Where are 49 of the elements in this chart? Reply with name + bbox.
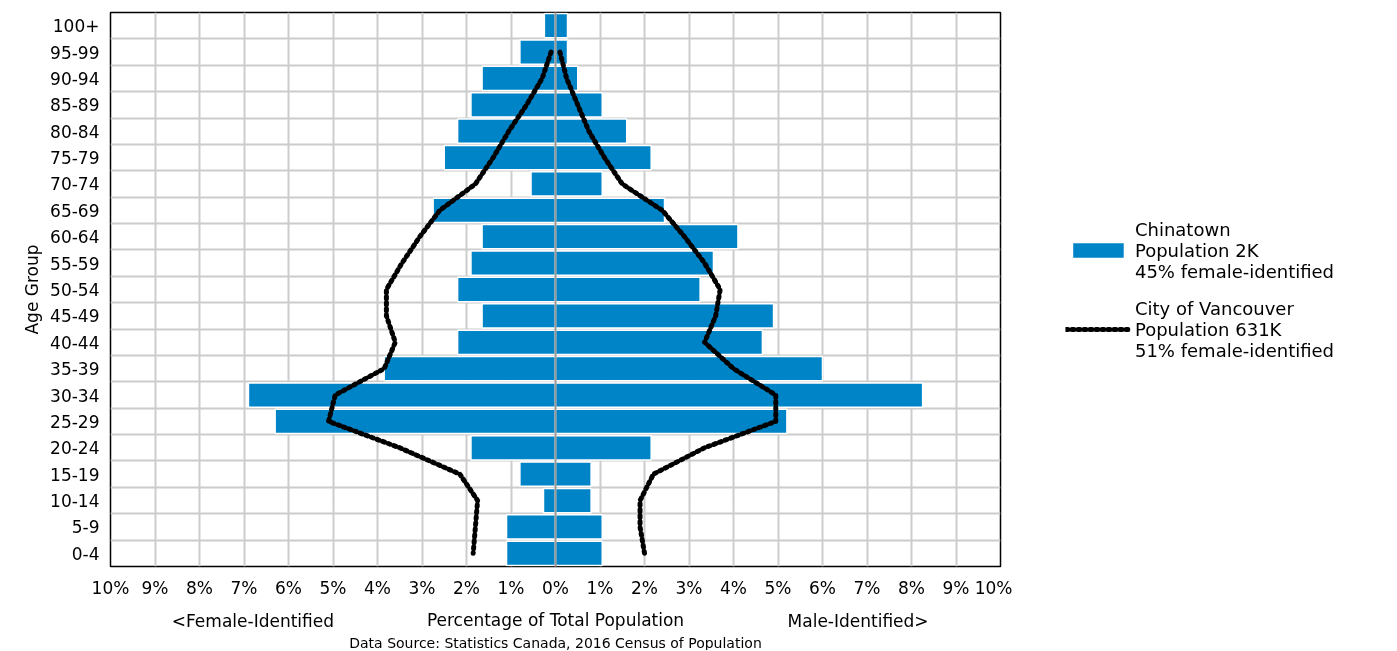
y-tick-label: 75-79: [50, 148, 100, 169]
text: <Female-Identified: [171, 610, 335, 631]
x-tick-label: 10%: [974, 577, 1013, 598]
y-tick-label: 15-19: [50, 464, 100, 485]
x-tick-label: 3%: [408, 577, 436, 598]
y-tick-label: 30-34: [50, 385, 100, 406]
x-tick-label: 9%: [141, 577, 169, 598]
y-tick-label: 100+: [52, 16, 100, 37]
y-tick-label: 20-24: [50, 438, 100, 459]
y-tick-label: 95-99: [50, 42, 100, 63]
y-tick-label: 55-59: [50, 253, 100, 274]
y-tick-label: 35-39: [50, 359, 100, 380]
x-tick-label: 10%: [91, 577, 130, 598]
x-tick-label: 9%: [942, 577, 970, 598]
x-tick-label: 5%: [764, 577, 792, 598]
y-tick-label: 50-54: [50, 280, 100, 300]
x-tick-label: 4%: [720, 577, 747, 598]
x-tick-label: 4%: [364, 577, 391, 598]
text: Male-Identified>: [787, 610, 929, 631]
y-tick-label: 85-89: [50, 95, 100, 116]
x-tick-label: 8%: [898, 577, 925, 598]
legend-label: Chinatown Population 2K 45% female-identified: [1134, 218, 1335, 282]
x-tick-label: 3%: [675, 577, 703, 598]
y-tick-label: 0-4: [71, 543, 100, 564]
y-tick-label: 40-44: [50, 332, 100, 353]
x-axis-title: Percentage of Total Population: [426, 609, 685, 630]
y-tick-label: 70-74: [50, 174, 100, 195]
x-tick-label: 2%: [631, 577, 658, 598]
x-tick-label: 1%: [586, 577, 614, 598]
x-tick-label: 2%: [453, 577, 480, 598]
x-tick-label: 7%: [230, 577, 258, 598]
x-tick-label: 7%: [853, 577, 881, 598]
y-tick-label: 25-29: [50, 411, 100, 432]
y-tick-label: 45-49: [50, 306, 100, 327]
y-tick-label: 90-94: [50, 68, 100, 89]
x-tick-label: 8%: [186, 577, 213, 598]
y-tick-label: 60-64: [50, 227, 100, 248]
y-axis-title: Age Group: [22, 244, 43, 335]
y-tick-label: 65-69: [50, 200, 100, 221]
y-tick-label: 80-84: [50, 121, 100, 142]
x-tick-label: 0%: [542, 577, 569, 598]
x-tick-label: 6%: [809, 577, 836, 598]
x-tick-label: 1%: [497, 577, 525, 598]
y-tick-label: 10-14: [50, 491, 100, 512]
y-tick-label: 5-9: [71, 517, 100, 538]
legend-label: City of Vancouver Population 631K 51% female-identified: [1134, 297, 1335, 361]
source-note: Data Source: Statistics Canada, 2016 Census of Population: [349, 634, 762, 651]
x-tick-label: 5%: [319, 577, 347, 598]
x-tick-label: 6%: [275, 577, 302, 598]
